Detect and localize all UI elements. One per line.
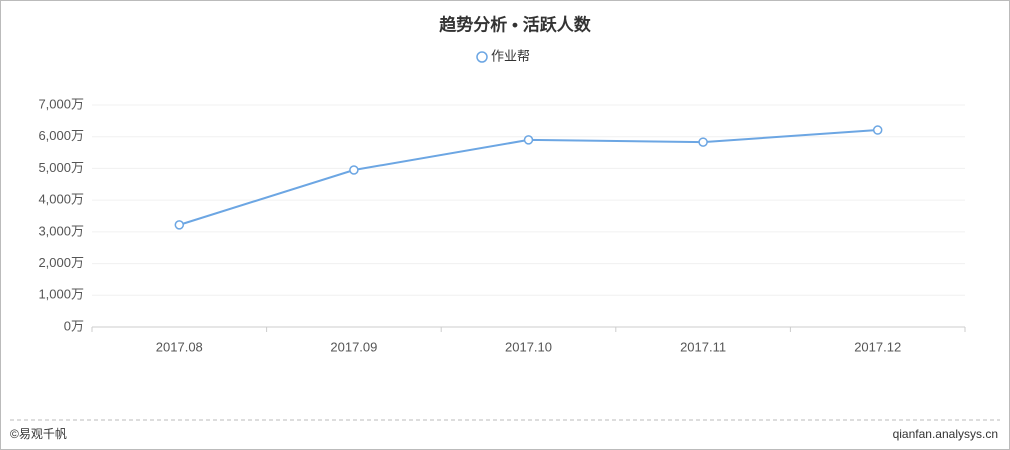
legend-marker [476, 51, 488, 63]
x-tick-label: 2017.08 [156, 339, 203, 354]
y-tick-label: 3,000万 [38, 223, 84, 238]
x-tick-label: 2017.09 [330, 339, 377, 354]
y-tick-label: 0万 [64, 318, 84, 333]
data-point [523, 135, 534, 145]
data-point [872, 125, 883, 135]
chart-title: 趋势分析 • 活跃人数 [439, 14, 591, 34]
y-tick-label: 2,000万 [38, 255, 84, 270]
data-point [174, 220, 185, 230]
data-point [698, 137, 708, 147]
x-tick-label: 2017.10 [505, 339, 552, 354]
x-tick-label: 2017.11 [680, 339, 726, 354]
y-tick-label: 7,000万 [38, 96, 84, 111]
footer-brand: ©易观千帆 [10, 426, 67, 441]
x-tick-label: 2017.12 [854, 339, 901, 354]
y-tick-label: 4,000万 [38, 192, 84, 207]
data-point [349, 165, 359, 175]
y-tick-label: 1,000万 [38, 287, 84, 302]
footer-url: qianfan.analysys.cn [893, 427, 998, 441]
legend-label: 作业帮 [491, 48, 530, 63]
y-tick-label: 6,000万 [38, 128, 84, 143]
y-tick-label: 5,000万 [38, 160, 84, 175]
